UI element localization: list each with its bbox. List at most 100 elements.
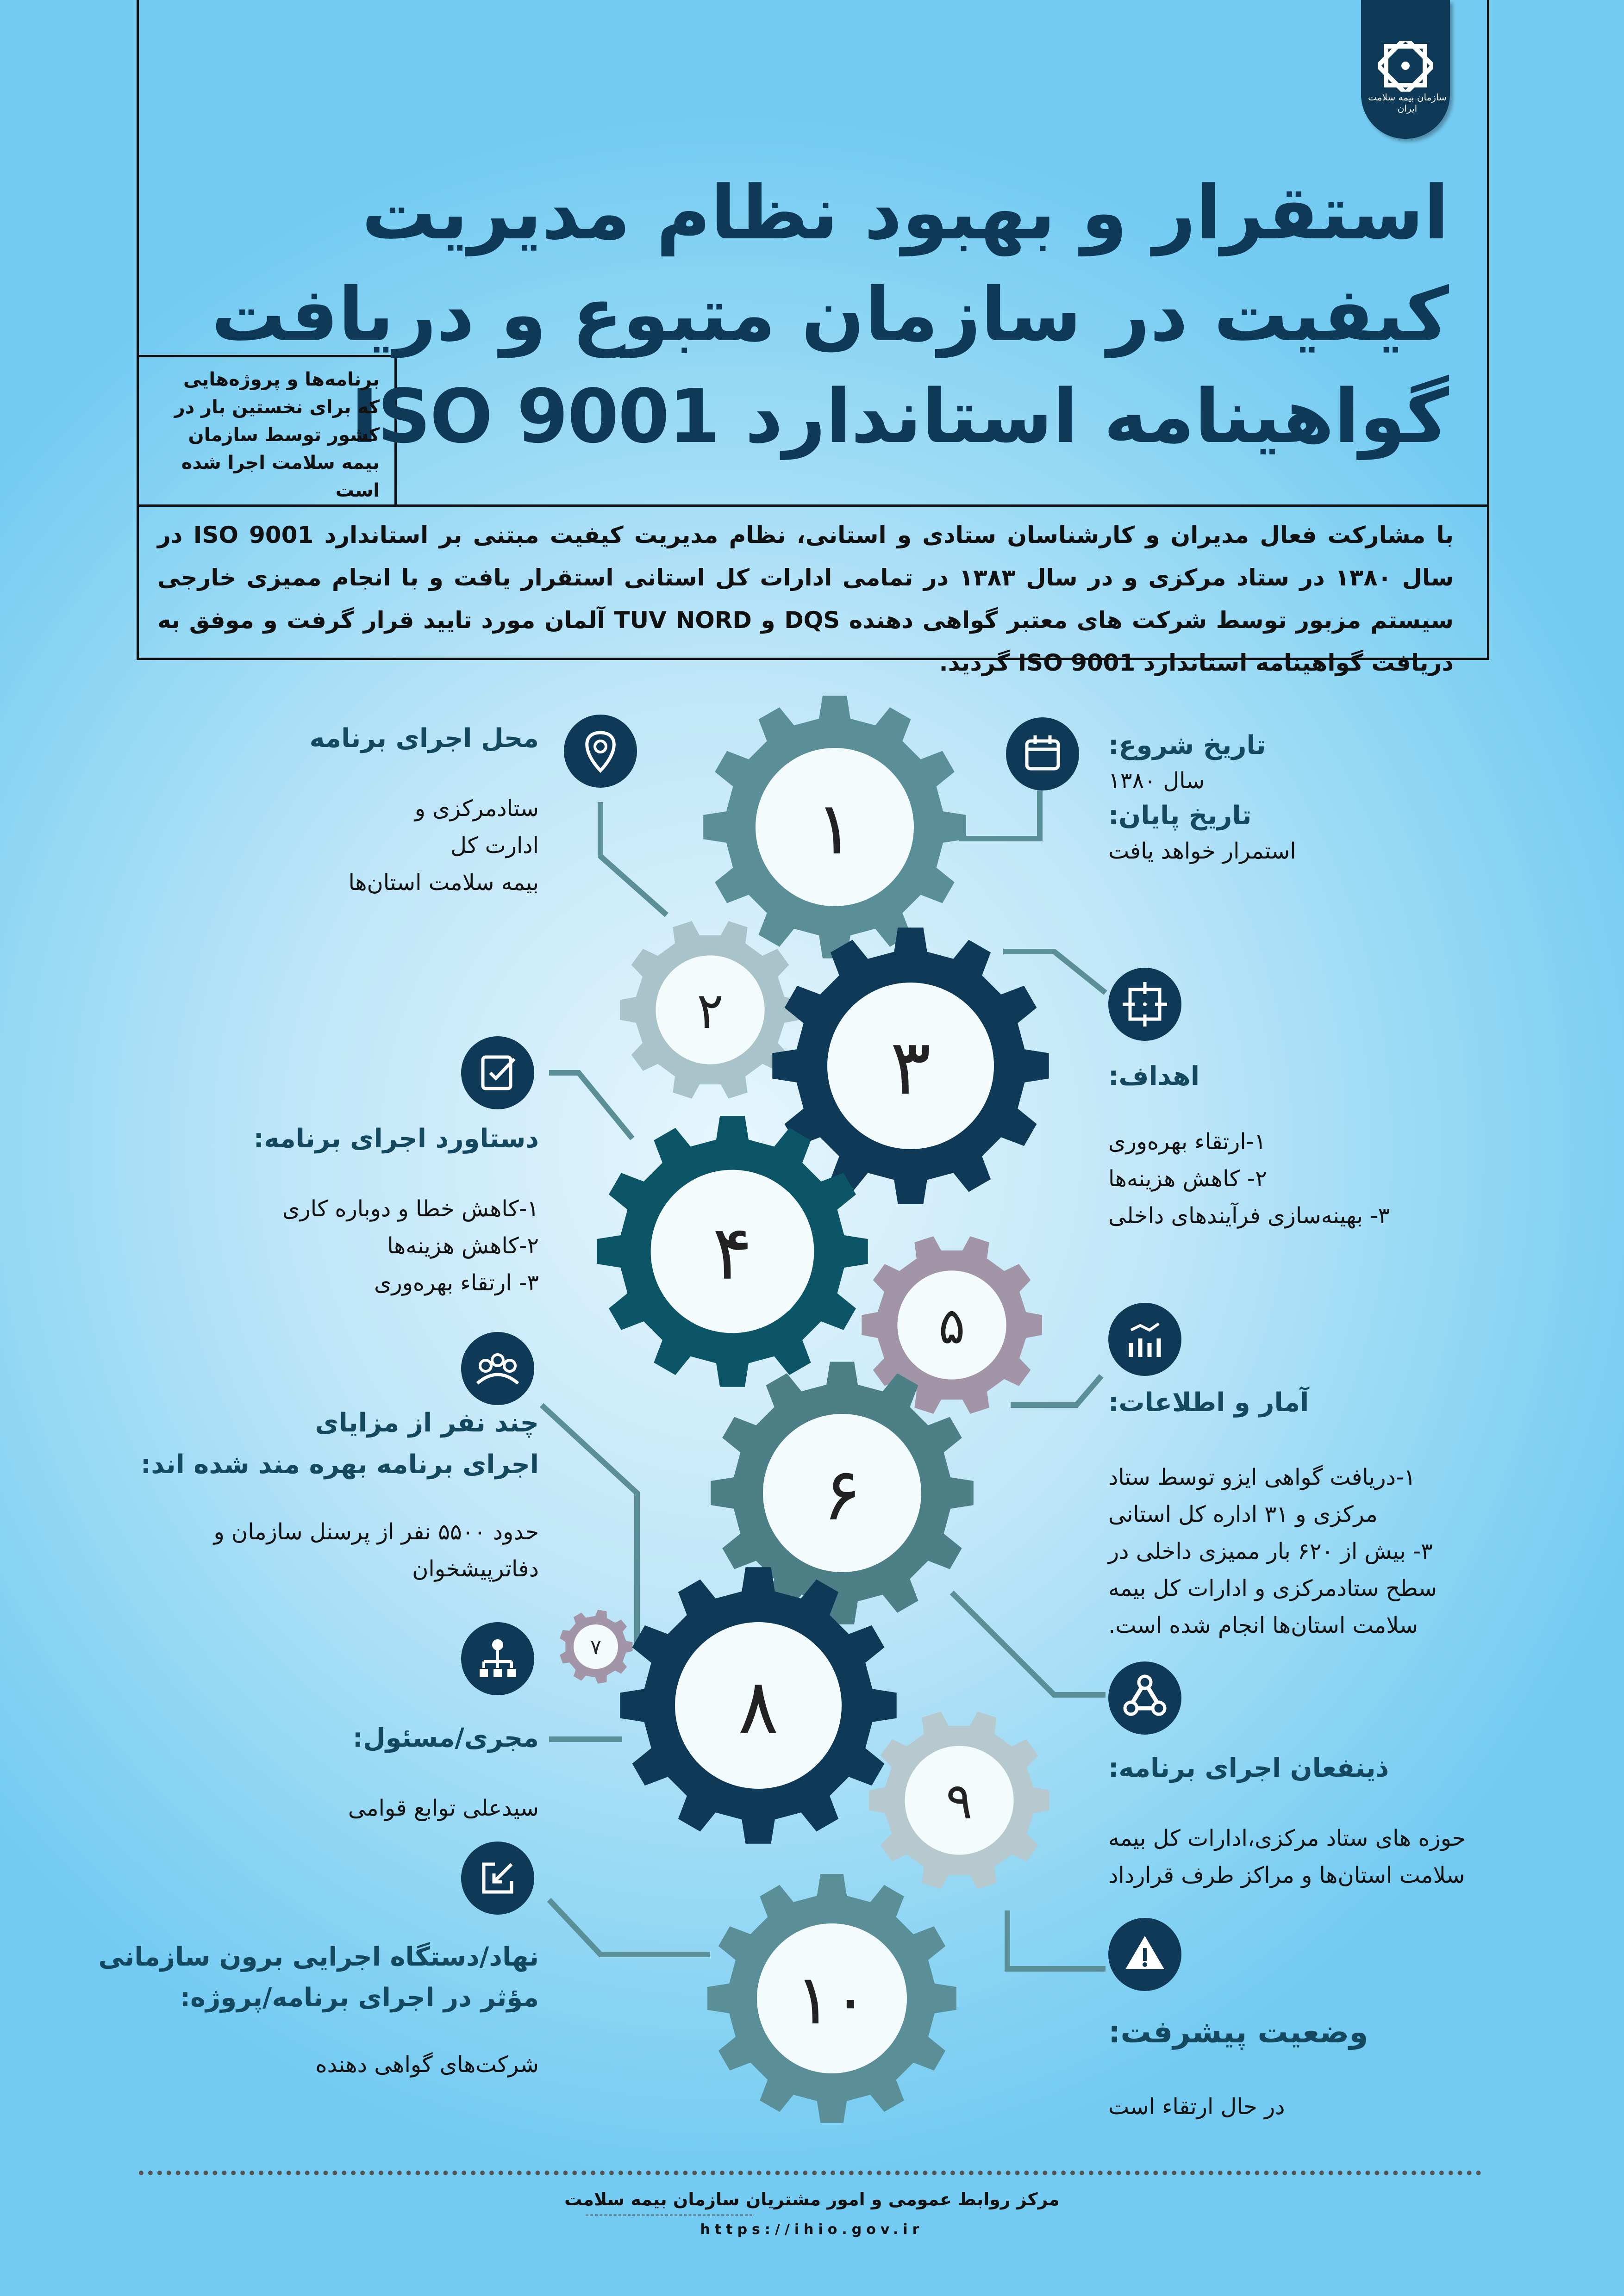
- external-body: شرکت‌های گواهی دهنده: [315, 2052, 539, 2078]
- stakeholders-label: ذینفعان اجرای برنامه:: [1108, 1753, 1389, 1783]
- external-label-1: نهاد/دستگاه اجرایی برون سازمانی: [98, 1942, 539, 1972]
- checklist-icon: [461, 1036, 534, 1109]
- location-line: ستادمرکزی و: [414, 796, 539, 821]
- connector-line: [549, 1070, 635, 1140]
- network-icon: [1108, 1661, 1181, 1735]
- start-date-value: سال ۱۳۸۰: [1108, 768, 1205, 794]
- intro-bottom-line: [137, 658, 1489, 660]
- executor-block: مجری/مسئول: سیدعلی توابع قوامی: [53, 1719, 539, 1827]
- connector-line: [949, 1590, 1106, 1698]
- gear-3: ۳: [772, 927, 1049, 1204]
- frame-right-line: [1487, 0, 1489, 660]
- gear-number: ۱: [815, 786, 854, 871]
- achievement-item: ۳- ارتقاء بهره‌وری: [374, 1270, 539, 1296]
- start-date-label: تاریخ شروع:: [1108, 730, 1266, 760]
- logo-emblem-icon: [1378, 41, 1433, 92]
- connector-line: [959, 790, 1043, 841]
- gear-hub: [656, 955, 765, 1064]
- location-line: ادارت کل: [450, 833, 539, 859]
- footer-dotted-divider: [139, 2171, 1481, 2175]
- gear-7: ۷: [560, 1610, 633, 1684]
- warning-icon: [1108, 1918, 1181, 1991]
- connector-line: [598, 802, 668, 917]
- gear-number: ۱۰: [795, 1960, 869, 2040]
- stats-block: آمار و اطلاعات: ۱-دریافت گواهی ایزو توسط…: [1108, 1384, 1460, 1644]
- achievement-item: ۲-کاهش هزینه‌ها: [387, 1233, 539, 1259]
- gear-number: ۲: [697, 982, 724, 1040]
- intro-paragraph: با مشارکت فعال مدیران و کارشناسان ستادی …: [157, 522, 1454, 676]
- gear-8: ۸: [620, 1567, 897, 1844]
- title-line-1: استقرار و بهبود نظام مدیریت: [362, 169, 1450, 256]
- gear-hub: [897, 1270, 1006, 1380]
- connector-line: [547, 1898, 710, 1957]
- logo: [1361, 0, 1450, 139]
- gear-1: ۱: [703, 696, 966, 958]
- logo-org-name: سازمان بیمه سلامت ایران: [1368, 92, 1447, 114]
- gear-hub: [675, 1622, 842, 1789]
- dates-block: تاریخ شروع: سال ۱۳۸۰ تاریخ پایان: استمرا…: [1108, 727, 1571, 867]
- target-icon: [1108, 968, 1181, 1041]
- gear-number: ۳: [890, 1023, 931, 1112]
- goal-item: ۲- کاهش هزینه‌ها: [1108, 1166, 1267, 1192]
- goal-item: ۳- بهینه‌سازی فرآیندهای داخلی: [1108, 1203, 1390, 1229]
- beneficiaries-body: حدود ۵۵۰۰ نفر از پرسنل سازمان و دفاترپیش…: [213, 1519, 539, 1582]
- gear-5: ۵: [862, 1236, 1042, 1414]
- progress-body: در حال ارتقاء است: [1108, 2094, 1285, 2120]
- gear-9: ۹: [869, 1711, 1049, 1889]
- achievements-label: دستاورد اجرای برنامه:: [253, 1124, 539, 1154]
- external-label-2: مؤثر در اجرای برنامه/پروژه:: [180, 1983, 539, 2013]
- stats-label: آمار و اطلاعات:: [1108, 1388, 1309, 1418]
- side-note-divider: [394, 355, 397, 506]
- goal-item: ۱-ارتقاء بهره‌وری: [1108, 1129, 1266, 1155]
- gear-10: ۱۰: [707, 1874, 956, 2123]
- frame-left-line: [137, 0, 139, 660]
- gear-hub: [905, 1746, 1014, 1855]
- stakeholders-block: ذینفعان اجرای برنامه: حوزه های ستاد مرکز…: [1108, 1749, 1479, 1894]
- stats-item: ۱-دریافت گواهی ایزو توسط ستاد مرکزی و ۳۱…: [1108, 1464, 1416, 1527]
- external-link-icon: [461, 1842, 534, 1915]
- gear-number: ۹: [946, 1773, 973, 1830]
- title-bottom-line: [137, 504, 1489, 507]
- gear-number: ۶: [823, 1452, 862, 1537]
- calendar-icon: [1006, 717, 1079, 790]
- gear-hub: [756, 748, 914, 906]
- end-date-label: تاریخ پایان:: [1108, 801, 1252, 831]
- goals-label: اهداف:: [1108, 1061, 1200, 1091]
- chart-icon: [1108, 1303, 1181, 1376]
- location-pin-icon: [564, 715, 637, 788]
- gear-number: ۵: [938, 1297, 965, 1355]
- location-line: بیمه سلامت استان‌ها: [348, 870, 539, 896]
- connector-line: [1011, 1374, 1104, 1408]
- footer-url-link[interactable]: https://ihio.gov.ir: [700, 2221, 924, 2238]
- footer-org: مرکز روابط عمومی و امور مشتریان سازمان ب…: [564, 2189, 1060, 2209]
- goals-block: اهداف: ۱-ارتقاء بهره‌وری ۲- کاهش هزینه‌ه…: [1108, 1058, 1571, 1234]
- progress-block: وضعیت پیشرفت: در حال ارتقاء است: [1108, 2013, 1571, 2125]
- beneficiaries-label-2: اجرای برنامه بهره مند شده اند:: [140, 1450, 539, 1480]
- gear-hub: [574, 1624, 618, 1669]
- title-line-2: کیفیت در سازمان متبوع و دریافت: [211, 271, 1450, 358]
- beneficiaries-label-1: چند نفر از مزایای: [315, 1408, 539, 1438]
- gear-6: ۶: [711, 1362, 974, 1624]
- beneficiaries-block: چند نفر از مزایای اجرای برنامه بهره مند …: [53, 1402, 539, 1587]
- gear-hub: [757, 1923, 907, 2073]
- gear-4: ۴: [597, 1116, 868, 1387]
- side-note: برنامه‌ها و پروژه‌هایی که برای نخستین با…: [174, 369, 380, 501]
- executor-body: سیدعلی توابع قوامی: [348, 1795, 539, 1821]
- achievements-block: دستاورد اجرای برنامه: ۱-کاهش خطا و دوبار…: [53, 1120, 539, 1301]
- location-label: محل اجرای برنامه: [309, 723, 539, 753]
- gear-hub: [827, 983, 994, 1149]
- end-date-value: استمرار خواهد یافت: [1108, 838, 1296, 864]
- location-block: محل اجرای برنامه ستادمرکزی و ادارت کل بی…: [53, 720, 539, 901]
- achievement-item: ۱-کاهش خطا و دوباره کاری: [282, 1196, 539, 1222]
- org-chart-icon: [461, 1622, 534, 1695]
- gear-hub: [650, 1170, 814, 1333]
- external-block: نهاد/دستگاه اجرایی برون سازمانی مؤثر در …: [53, 1937, 539, 2083]
- connector-line: [1005, 1910, 1106, 1972]
- progress-label: وضعیت پیشرفت:: [1108, 2014, 1368, 2050]
- gear-number: ۴: [712, 1210, 753, 1297]
- executor-label: مجری/مسئول:: [352, 1723, 539, 1753]
- gear-hub: [763, 1414, 921, 1572]
- stakeholders-body: حوزه های ستاد مرکزی،ادارات کل بیمه سلامت…: [1108, 1825, 1466, 1888]
- connector-line: [539, 1403, 640, 1647]
